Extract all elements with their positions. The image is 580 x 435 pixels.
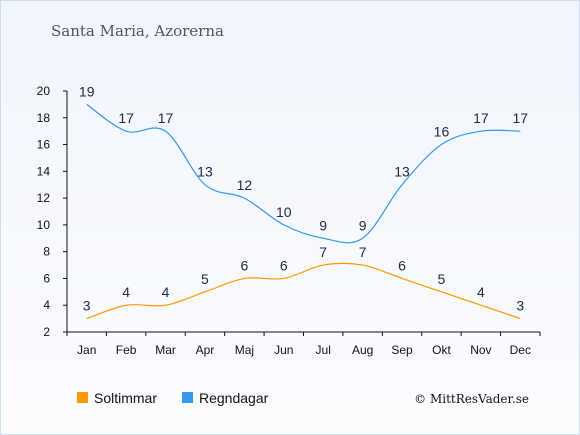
data-label-regndagar: 16 [434,124,450,140]
x-tick-label: Sep [391,343,413,357]
data-label-soltimmar: 7 [359,244,367,260]
data-label-soltimmar: 7 [319,244,327,260]
x-tick-label: Jun [274,343,293,357]
series-line-soltimmar [86,262,521,320]
x-tick-label: Feb [116,343,137,357]
y-tick-label: 12 [37,191,51,205]
series-line-regndagar [86,103,521,244]
x-tick-label: Nov [470,343,491,357]
data-label-soltimmar: 4 [162,284,170,300]
data-label-soltimmar: 4 [477,284,485,300]
data-label-regndagar: 17 [473,110,489,126]
data-label-soltimmar: 6 [280,257,288,273]
data-label-soltimmar: 3 [516,298,524,314]
legend: Soltimmar Regndagar [77,390,269,406]
axes: 2 4 6 8 10 12 14 16 18 20 Jan Feb Mar Apr Maj Jun Jul Aug… [37,84,541,357]
y-tick-label: 10 [37,218,51,232]
y-tick-label: 2 [43,325,50,339]
data-label-soltimmar: 6 [240,257,248,273]
series-lines [86,103,521,320]
y-tick-label: 14 [37,164,51,178]
x-tick-label: Okt [432,343,451,357]
legend-swatch-soltimmar [77,392,88,403]
data-labels: 3 4 4 5 6 6 7 7 6 5 4 3 19 17 17 13 12 10 9 9 13 16 17 17 [79,83,528,313]
y-tick-label: 18 [37,111,51,125]
data-label-soltimmar: 5 [201,271,209,287]
chart-title: Santa Maria, Azorerna [51,22,224,40]
x-tick-label: Mar [155,343,176,357]
data-label-soltimmar: 6 [398,257,406,273]
data-label-regndagar: 17 [158,110,174,126]
y-tick-label: 16 [37,138,51,152]
data-label-regndagar: 13 [197,164,213,180]
y-tick-label: 4 [43,298,50,312]
data-label-regndagar: 9 [359,217,367,233]
data-label-regndagar: 13 [394,164,410,180]
data-label-regndagar: 17 [513,110,529,126]
legend-label-soltimmar: Soltimmar [94,390,157,406]
legend-swatch-regndagar [182,392,193,403]
x-tick-label: Aug [352,343,373,357]
y-tick-label: 20 [37,84,51,98]
x-tick-label: Maj [235,343,254,357]
x-tick-label: Dec [510,343,531,357]
data-label-regndagar: 19 [79,83,95,99]
x-tick-label: Jul [316,343,331,357]
y-tick-label: 8 [43,245,50,259]
data-label-soltimmar: 3 [83,298,91,314]
x-tick-label: Apr [196,343,215,357]
x-tick-label: Jan [77,343,96,357]
data-label-regndagar: 17 [118,110,134,126]
legend-label-regndagar: Regndagar [199,390,269,406]
data-label-regndagar: 9 [319,217,327,233]
data-label-soltimmar: 4 [122,284,130,300]
credit-text: © MittResVader.se [414,392,529,406]
data-label-soltimmar: 5 [438,271,446,287]
y-tick-label: 6 [43,271,50,285]
data-label-regndagar: 12 [237,177,253,193]
data-label-regndagar: 10 [276,204,292,220]
